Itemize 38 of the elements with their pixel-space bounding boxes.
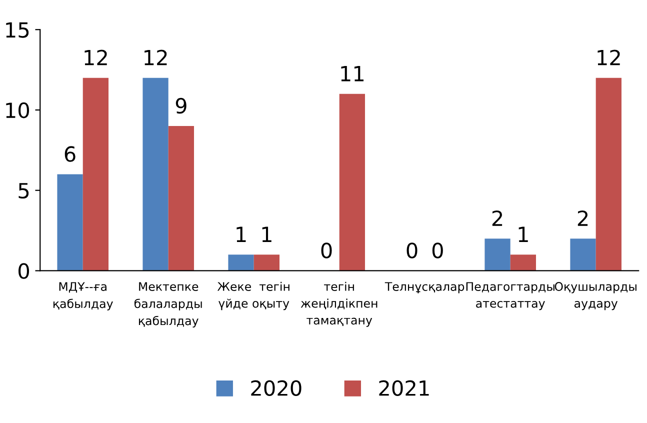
data-label: 12 <box>84 50 107 66</box>
data-label: 1 <box>236 226 246 242</box>
data-label: 0 <box>321 242 332 258</box>
bar <box>168 126 194 271</box>
y-tick-label: 15 <box>6 22 29 38</box>
legend-label: 2020 <box>251 380 302 396</box>
data-label: 0 <box>432 242 443 258</box>
bar <box>254 254 280 271</box>
y-tick-label: 10 <box>6 102 30 118</box>
bar <box>57 174 83 271</box>
x-tick-label: Мектепке балаларды қабылдау <box>134 282 202 328</box>
bar <box>339 94 365 271</box>
data-label: 1 <box>518 226 528 242</box>
bar <box>142 78 168 271</box>
bar <box>570 238 596 271</box>
data-label: 11 <box>341 66 364 82</box>
bar <box>228 254 254 271</box>
data-label: 12 <box>598 50 620 66</box>
bar <box>596 78 622 271</box>
y-tick-label: 5 <box>18 183 29 199</box>
legend-label: 2021 <box>379 380 429 396</box>
data-label: 2 <box>578 210 588 226</box>
x-tick-label: Жеке тегін үйде оқыту <box>217 282 290 310</box>
data-label: 12 <box>144 50 167 66</box>
data-label: 9 <box>176 98 186 114</box>
data-label: 6 <box>64 146 76 162</box>
x-tick-label: тегін жеңілдікпен тамақтану <box>300 282 378 327</box>
bar <box>484 238 510 271</box>
data-label: 1 <box>262 226 272 242</box>
bar <box>82 78 109 271</box>
data-label: 2 <box>492 210 502 226</box>
x-tick-label: МДҰ--ға қабылдау <box>53 282 113 310</box>
bar <box>510 254 536 271</box>
x-tick-label: Оқушыларды аудару <box>554 282 636 310</box>
data-label: 0 <box>406 242 418 258</box>
x-tick-label: Телнұсқалар <box>384 282 464 294</box>
y-tick-label: 0 <box>18 263 30 279</box>
x-tick-label: Педагогтарды атестаттау <box>466 282 554 310</box>
